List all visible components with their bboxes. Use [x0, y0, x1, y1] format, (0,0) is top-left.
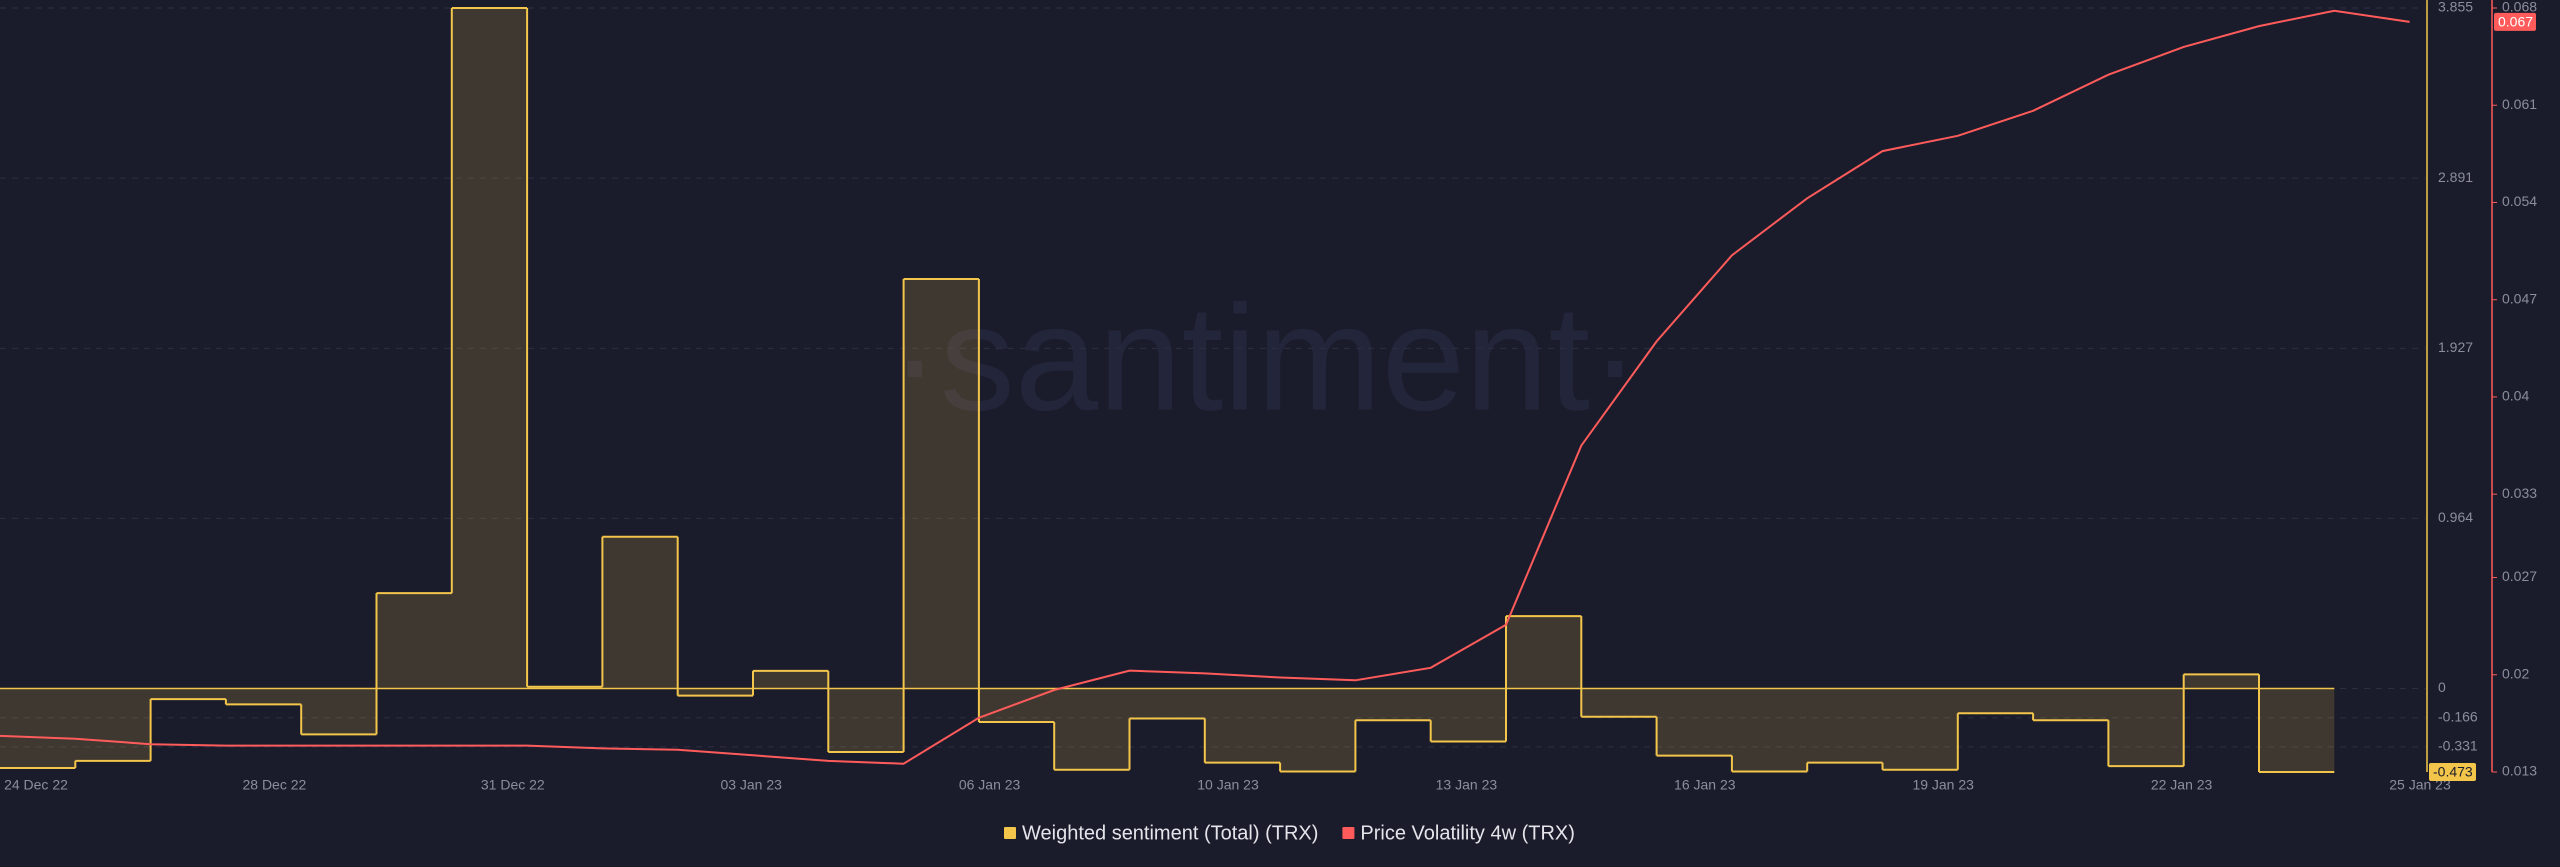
sentiment-bar	[1204, 688, 1281, 763]
sentiment-bar	[1430, 688, 1506, 742]
sentiment-bar	[0, 688, 76, 768]
sentiment-bar	[75, 688, 151, 761]
x-tick-label: 31 Dec 22	[481, 777, 545, 793]
y-tick-label: 3.855	[2438, 0, 2473, 15]
sentiment-bar	[677, 688, 753, 696]
y2-tick-label: 0.054	[2502, 193, 2537, 209]
sentiment-bar	[2183, 674, 2259, 689]
sentiment-bar	[1054, 688, 1130, 770]
watermark: ·santiment·	[890, 274, 1640, 442]
y-tick-label: 0	[2438, 679, 2446, 695]
x-tick-label: 10 Jan 23	[1197, 777, 1259, 793]
sentiment-bar	[1129, 688, 1205, 719]
y2-tick-label: 0.027	[2502, 568, 2537, 584]
y-tick-label: 0.964	[2438, 509, 2473, 525]
y-tick-label: -0.331	[2438, 738, 2478, 754]
x-tick-label: 22 Jan 23	[2151, 777, 2213, 793]
x-tick-label: 03 Jan 23	[720, 777, 782, 793]
legend-swatch	[1342, 827, 1355, 839]
y-tick-label: 2.891	[2438, 169, 2473, 185]
y-tick-label: 1.927	[2438, 339, 2473, 355]
sentiment-bar	[602, 536, 678, 689]
sentiment-bar	[301, 688, 377, 735]
last-value-tag	[2429, 763, 2476, 781]
x-tick-label: 24 Dec 22	[4, 777, 68, 793]
last-value-label: -0.473	[2433, 764, 2473, 780]
sentiment-bar	[2259, 688, 2335, 772]
sentiment-bar	[2108, 688, 2184, 767]
y2-tick-label: 0.068	[2502, 0, 2537, 15]
y2-tick-label: 0.061	[2502, 96, 2537, 112]
sentiment-bar	[753, 670, 829, 689]
legend-label: Weighted sentiment (Total) (TRX)	[1022, 822, 1318, 844]
y-tick-label: -0.166	[2438, 709, 2478, 725]
sentiment-bar	[2033, 688, 2109, 721]
y2-tick-label: 0.04	[2502, 388, 2529, 404]
sentiment-bar	[1656, 688, 1732, 756]
last-value-label: 0.067	[2498, 14, 2533, 30]
sentiment-bar	[376, 593, 452, 689]
x-tick-label: 16 Jan 23	[1674, 777, 1736, 793]
sentiment-bar	[1957, 688, 2034, 714]
last-value-tag	[2494, 12, 2536, 31]
x-tick-label: 13 Jan 23	[1436, 777, 1498, 793]
sentiment-bar	[451, 8, 528, 689]
sentiment-bar	[1882, 688, 1958, 770]
y2-tick-label: 0.033	[2502, 485, 2537, 501]
y2-tick-label: 0.02	[2502, 665, 2529, 681]
sentiment-bar	[1355, 688, 1431, 721]
legend-label: Price Volatility 4w (TRX)	[1360, 822, 1575, 844]
sentiment-bar	[1280, 688, 1356, 772]
sentiment-bar	[828, 688, 904, 753]
sentiment-bar	[1731, 688, 1808, 772]
y2-tick-label: 0.013	[2502, 763, 2537, 779]
x-tick-label: 06 Jan 23	[959, 777, 1021, 793]
x-tick-label: 19 Jan 23	[1912, 777, 1974, 793]
legend-swatch	[1004, 827, 1016, 839]
sentiment-bar	[1581, 688, 1657, 717]
sentiment-bar	[150, 688, 226, 700]
y2-tick-label: 0.047	[2502, 290, 2537, 306]
sentiment-bar	[903, 278, 979, 689]
sentiment-bar	[1506, 616, 1582, 689]
volatility-line	[0, 9, 2410, 765]
sentiment-bar	[1807, 688, 1883, 763]
x-tick-label: 28 Dec 22	[242, 777, 306, 793]
sentiment-bar	[225, 688, 302, 705]
